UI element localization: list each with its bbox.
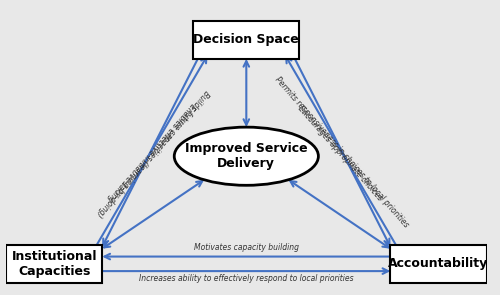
FancyBboxPatch shape bbox=[6, 245, 102, 283]
Ellipse shape bbox=[174, 127, 318, 185]
Text: Builds future capacities (learning-by-doing): Builds future capacities (learning-by-do… bbox=[94, 88, 210, 219]
Text: Institutional
Capacities: Institutional Capacities bbox=[12, 250, 97, 278]
FancyBboxPatch shape bbox=[390, 245, 486, 283]
Text: Enables effective initiative-taking: Enables effective initiative-taking bbox=[105, 101, 196, 204]
Text: Improved Service
Delivery: Improved Service Delivery bbox=[185, 142, 308, 170]
Text: Decision Space: Decision Space bbox=[194, 33, 299, 46]
Text: Motivates capacity building: Motivates capacity building bbox=[194, 243, 299, 252]
Text: Accountability: Accountability bbox=[388, 257, 488, 270]
FancyBboxPatch shape bbox=[194, 21, 299, 59]
Text: Encourages appropriate choices: Encourages appropriate choices bbox=[296, 104, 384, 203]
Text: Permits responsiveness in choices to local priorities: Permits responsiveness in choices to loc… bbox=[273, 75, 410, 230]
Text: Increases ability to effectively respond to local priorities: Increases ability to effectively respond… bbox=[139, 274, 354, 283]
